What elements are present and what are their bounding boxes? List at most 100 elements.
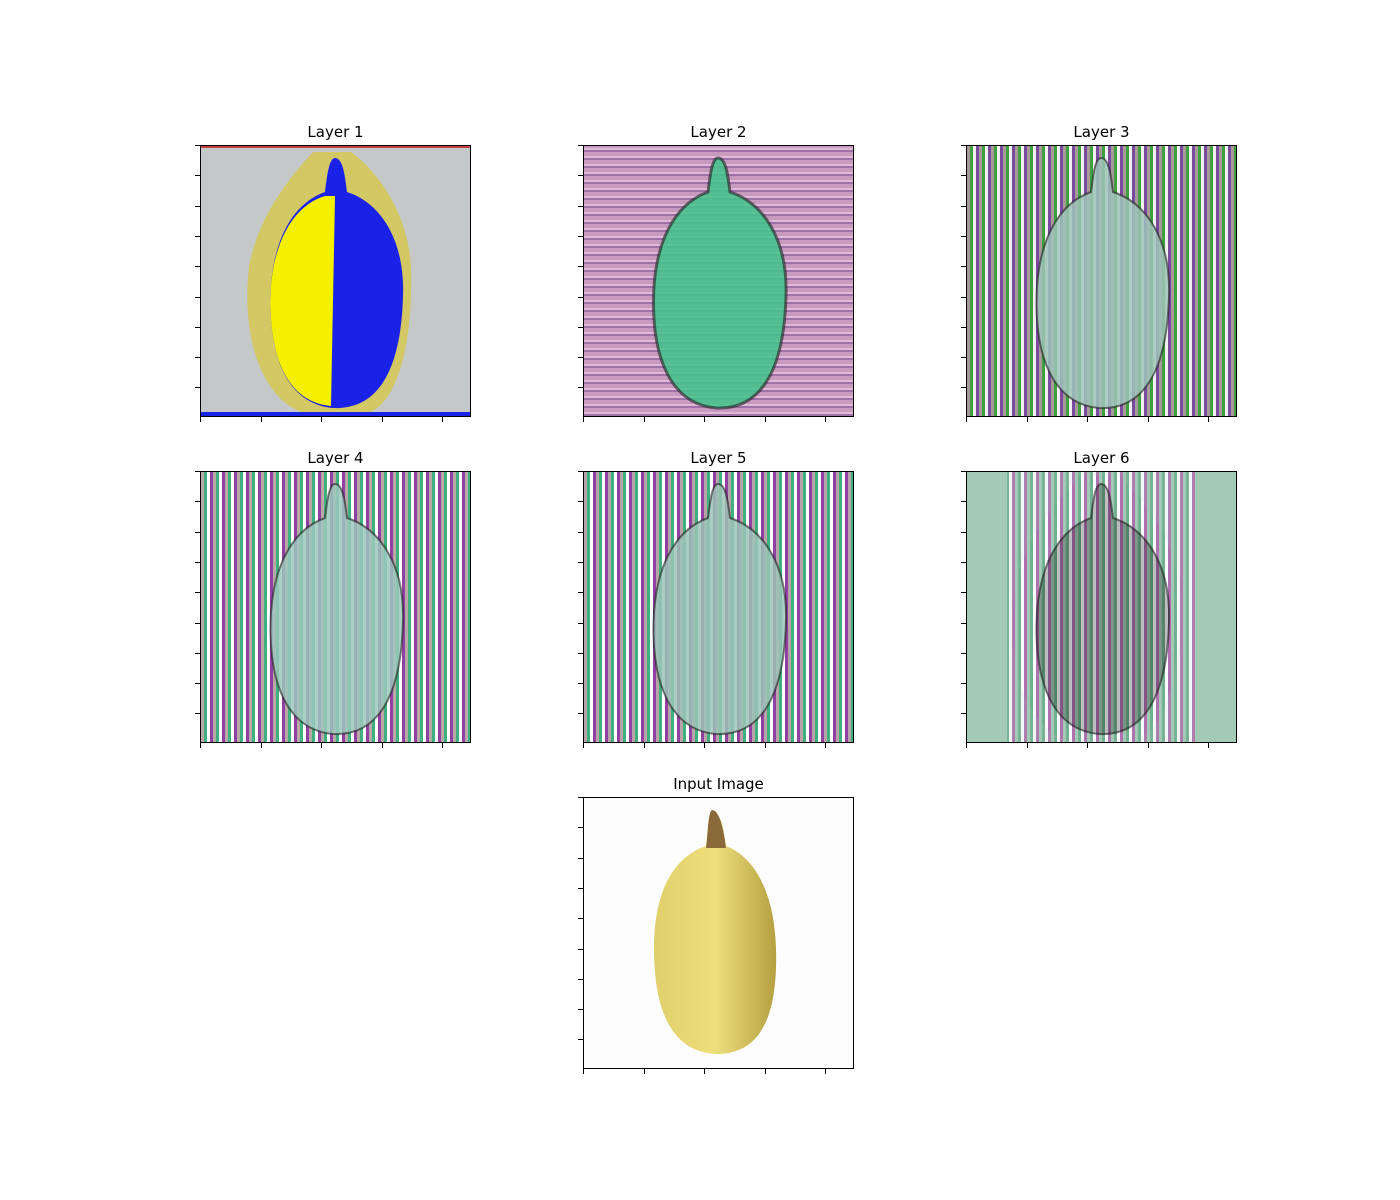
panel-title: Layer 1	[307, 123, 364, 141]
panel-input-image: Input Image	[578, 775, 854, 1074]
input-image	[583, 797, 854, 1069]
x-tick	[966, 743, 967, 748]
y-tick	[578, 653, 583, 654]
y-tick	[578, 532, 583, 533]
y-tick	[195, 145, 200, 146]
x-axis-ticks	[583, 417, 854, 422]
y-tick	[578, 949, 583, 950]
layer-3-image	[966, 145, 1237, 417]
y-axis-ticks	[961, 145, 966, 417]
y-tick	[961, 206, 966, 207]
y-tick	[195, 623, 200, 624]
panel-layer-5: Layer 5	[578, 449, 854, 748]
x-tick	[261, 743, 262, 748]
x-tick	[321, 743, 322, 748]
layer-4-image	[200, 471, 471, 743]
panel-title: Layer 3	[1073, 123, 1130, 141]
x-axis-ticks	[966, 417, 1237, 422]
x-axis-ticks	[966, 743, 1237, 748]
y-axis-ticks	[195, 471, 200, 743]
y-tick	[961, 592, 966, 593]
y-tick	[195, 683, 200, 684]
y-tick	[578, 979, 583, 980]
y-tick	[578, 918, 583, 919]
x-tick	[382, 417, 383, 422]
x-axis-ticks	[200, 743, 471, 748]
panel-title: Layer 5	[690, 449, 747, 467]
y-tick	[578, 713, 583, 714]
y-tick	[578, 858, 583, 859]
y-tick	[961, 683, 966, 684]
y-tick	[961, 145, 966, 146]
y-tick	[195, 236, 200, 237]
y-tick	[578, 562, 583, 563]
x-tick	[644, 1069, 645, 1074]
y-tick	[578, 501, 583, 502]
y-tick	[578, 175, 583, 176]
y-tick	[961, 471, 966, 472]
layer-6-image	[966, 471, 1237, 743]
y-tick	[578, 888, 583, 889]
panel-title: Input Image	[673, 775, 764, 793]
y-tick	[195, 175, 200, 176]
y-tick	[578, 297, 583, 298]
x-tick	[825, 417, 826, 422]
x-tick	[442, 417, 443, 422]
x-tick	[825, 743, 826, 748]
x-axis-ticks	[200, 417, 471, 422]
panel-title: Layer 4	[307, 449, 364, 467]
x-tick	[1148, 417, 1149, 422]
x-tick	[200, 417, 201, 422]
y-tick	[195, 713, 200, 714]
panel-layer-2: Layer 2	[578, 123, 854, 422]
y-tick	[195, 357, 200, 358]
y-tick	[961, 562, 966, 563]
panel-layer-3: Layer 3	[961, 123, 1237, 422]
x-tick	[1208, 743, 1209, 748]
y-tick	[961, 623, 966, 624]
y-axis-ticks	[578, 145, 583, 417]
y-tick	[195, 266, 200, 267]
y-tick	[195, 297, 200, 298]
x-tick	[1087, 417, 1088, 422]
y-tick	[961, 653, 966, 654]
y-tick	[578, 145, 583, 146]
y-tick	[578, 1009, 583, 1010]
x-tick	[765, 417, 766, 422]
y-tick	[961, 713, 966, 714]
y-tick	[195, 653, 200, 654]
x-tick	[1027, 743, 1028, 748]
y-tick	[195, 532, 200, 533]
x-tick	[765, 1069, 766, 1074]
y-axis-ticks	[578, 471, 583, 743]
x-tick	[1148, 743, 1149, 748]
panel-layer-1: Layer 1	[195, 123, 471, 422]
x-tick	[1087, 743, 1088, 748]
y-tick	[961, 266, 966, 267]
y-tick	[578, 471, 583, 472]
x-tick	[200, 743, 201, 748]
y-tick	[578, 592, 583, 593]
x-tick	[704, 743, 705, 748]
x-tick	[644, 417, 645, 422]
y-tick	[195, 471, 200, 472]
x-tick	[825, 1069, 826, 1074]
y-axis-ticks	[961, 471, 966, 743]
x-tick	[382, 743, 383, 748]
x-tick	[644, 743, 645, 748]
y-axis-ticks	[195, 145, 200, 417]
x-tick	[765, 743, 766, 748]
y-tick	[961, 387, 966, 388]
y-tick	[195, 501, 200, 502]
x-tick	[583, 417, 584, 422]
panel-layer-4: Layer 4	[195, 449, 471, 748]
y-tick	[578, 236, 583, 237]
y-tick	[195, 592, 200, 593]
panel-title: Layer 6	[1073, 449, 1130, 467]
layer-1-image	[200, 145, 471, 417]
x-tick	[583, 1069, 584, 1074]
y-tick	[961, 327, 966, 328]
y-tick	[961, 175, 966, 176]
y-tick	[961, 532, 966, 533]
y-tick	[578, 827, 583, 828]
